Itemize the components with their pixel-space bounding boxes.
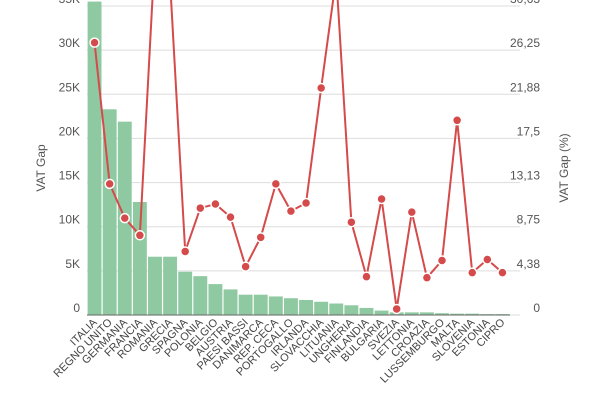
line-point [436, 255, 448, 266]
bar [314, 301, 329, 315]
line-series [89, 0, 508, 315]
line-point [451, 115, 463, 126]
bar [329, 303, 344, 315]
bar [374, 310, 389, 315]
bar [268, 296, 283, 315]
line-point [421, 272, 433, 283]
left-tick-label: 0 [73, 301, 80, 315]
line-point [361, 271, 372, 282]
line-point [270, 178, 282, 190]
bar [148, 256, 162, 315]
bar [359, 307, 374, 315]
bar [163, 256, 178, 315]
right-tick-label: 8,75 [517, 213, 541, 227]
line-point [119, 212, 131, 224]
line-path [93, 0, 504, 310]
right-axis: 0 4,38 8,75 13,13 17,5 21,88 26,25 30,63 [510, 0, 540, 315]
line-point [346, 216, 357, 228]
bar [435, 313, 449, 315]
bar [283, 298, 298, 315]
left-tick-label: 10K [59, 213, 80, 227]
line-point [285, 205, 297, 217]
right-tick-label: 21,88 [510, 80, 540, 94]
left-tick-label: 30K [59, 36, 80, 50]
bar [404, 312, 419, 315]
line-point [255, 232, 266, 243]
left-axis-title: VAT Gap [34, 144, 48, 192]
bar [299, 299, 314, 315]
line-point [225, 211, 236, 223]
line-point [391, 303, 402, 315]
line-point [104, 178, 115, 190]
right-tick-label: 26,25 [510, 36, 540, 50]
bar [178, 271, 193, 315]
bar [465, 313, 480, 315]
line-point [376, 193, 387, 205]
left-tick-label: 5K [65, 257, 80, 271]
bar [450, 313, 465, 315]
bar [223, 289, 238, 315]
line-point [406, 206, 418, 218]
right-axis-title: VAT Gap (%) [557, 133, 571, 202]
right-tick-label: 13,13 [510, 169, 540, 183]
left-tick-label: 20K [59, 124, 80, 138]
line-point [300, 197, 312, 209]
right-tick-label: 17,5 [517, 124, 541, 138]
right-tick-label: 0 [533, 301, 540, 315]
line-point [482, 254, 493, 265]
line-point [210, 198, 221, 210]
bar [253, 294, 268, 315]
line-point [179, 246, 191, 257]
left-axis: 0 5K 10K 15K 20K 25K 30K 35K [59, 0, 81, 315]
left-tick-label: 25K [59, 80, 80, 94]
bar [208, 284, 223, 315]
line-point [240, 261, 251, 272]
line-point [134, 230, 146, 241]
line-point [315, 82, 327, 94]
bar [419, 312, 434, 315]
right-tick-label: 30,63 [510, 0, 540, 6]
bar [193, 276, 208, 315]
bar [238, 294, 253, 315]
left-tick-label: 35K [59, 0, 80, 6]
line-point [195, 202, 206, 214]
right-tick-label: 4,38 [517, 257, 541, 271]
line-point [466, 267, 478, 278]
line-point [89, 37, 100, 48]
line-point [497, 267, 508, 278]
left-tick-label: 15K [59, 169, 80, 183]
bar [344, 305, 359, 315]
